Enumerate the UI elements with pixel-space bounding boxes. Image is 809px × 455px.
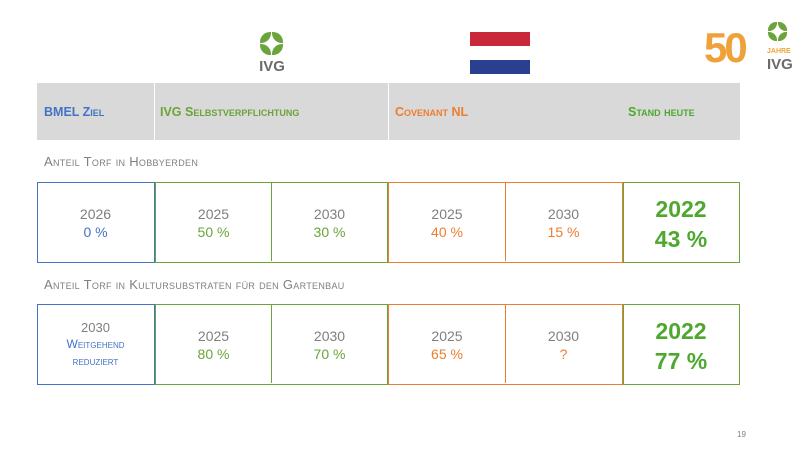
- ivg-logo: IVG: [256, 30, 288, 76]
- covenant-box-divider: [505, 183, 506, 261]
- ivg-box-divider: [271, 183, 272, 261]
- stand-year: 2022: [655, 196, 707, 222]
- bmel-year: 2030: [81, 320, 110, 335]
- ivg-2030-value: 70 %: [313, 346, 346, 362]
- stand-year: 2022: [655, 318, 707, 344]
- nl-2030-value: 15 %: [547, 224, 580, 240]
- header-divider: [154, 83, 155, 140]
- leaf-icon: [272, 44, 283, 55]
- header-ivg: IVG Selbstverpflichtung: [160, 104, 300, 119]
- covenant-box: 2025 65 % 2030 ?: [388, 304, 623, 385]
- ivg-box: 2025 80 % 2030 70 %: [155, 304, 388, 385]
- covenant-box: 2025 40 % 2030 15 %: [388, 182, 623, 263]
- bmel-value: 0 %: [83, 224, 108, 240]
- header-band: BMEL Ziel IVG Selbstverpflichtung Covena…: [37, 83, 740, 140]
- ivg-logo-text: IVG: [259, 58, 285, 75]
- ivg-box-divider: [271, 305, 272, 383]
- anniversary-ivg-text: IVG: [767, 56, 793, 73]
- stand-value: 43 %: [654, 226, 708, 252]
- covenant-box-divider: [505, 305, 506, 383]
- header-stand: Stand heute: [628, 104, 695, 119]
- ivg-2025-year: 2025: [197, 206, 230, 222]
- nl-2025-year: 2025: [431, 206, 463, 222]
- stand-box: 2022 77 %: [623, 304, 740, 385]
- nl-2030-year: 2030: [547, 328, 580, 344]
- header-divider: [388, 83, 389, 140]
- bmel-value-line2: reduziert: [72, 354, 119, 368]
- nl-2025-value: 65 %: [431, 346, 463, 362]
- page-number: 19: [737, 430, 746, 439]
- nl-2025-year: 2025: [431, 328, 463, 344]
- bmel-year: 2026: [79, 206, 112, 222]
- stand-box: 2022 43 %: [623, 182, 740, 263]
- stand-value: 77 %: [654, 348, 708, 374]
- ivg-2025-value: 80 %: [197, 346, 230, 362]
- bmel-value-line1: Weitgehend: [66, 337, 125, 351]
- leaf-icon: [768, 22, 777, 31]
- leaf-icon: [260, 44, 271, 55]
- leaf-icon: [778, 22, 787, 31]
- section-title-hobbyerden: Anteil Torf in Hobbyerden: [44, 154, 199, 169]
- leaf-icon: [778, 32, 787, 41]
- ivg-box: 2025 50 % 2030 30 %: [155, 182, 388, 263]
- netherlands-flag-icon: [470, 32, 530, 74]
- bmel-box: 2030 Weitgehend reduziert: [37, 304, 155, 385]
- ivg-2030-year: 2030: [313, 328, 346, 344]
- ivg-2030-year: 2030: [313, 206, 346, 222]
- leaf-icon: [260, 32, 271, 43]
- ivg-2025-year: 2025: [197, 328, 230, 344]
- section-title-kultursubstrate: Anteil Torf in Kultursubstraten für den …: [44, 277, 345, 292]
- ivg-2025-value: 50 %: [197, 224, 230, 240]
- anniversary-logo: 50 JAHRE IVG: [704, 22, 796, 76]
- header-bmel: BMEL Ziel: [44, 104, 105, 119]
- nl-2025-value: 40 %: [431, 224, 463, 240]
- anniversary-number: 50: [704, 24, 748, 71]
- leaf-icon: [272, 32, 283, 43]
- leaf-icon: [768, 32, 777, 41]
- nl-2030-value: ?: [559, 346, 568, 362]
- bmel-box: 2026 0 %: [37, 182, 155, 263]
- nl-2030-year: 2030: [547, 206, 580, 222]
- header-covenant: Covenant NL: [395, 104, 469, 119]
- anniversary-word: JAHRE: [767, 48, 791, 55]
- ivg-2030-value: 30 %: [313, 224, 346, 240]
